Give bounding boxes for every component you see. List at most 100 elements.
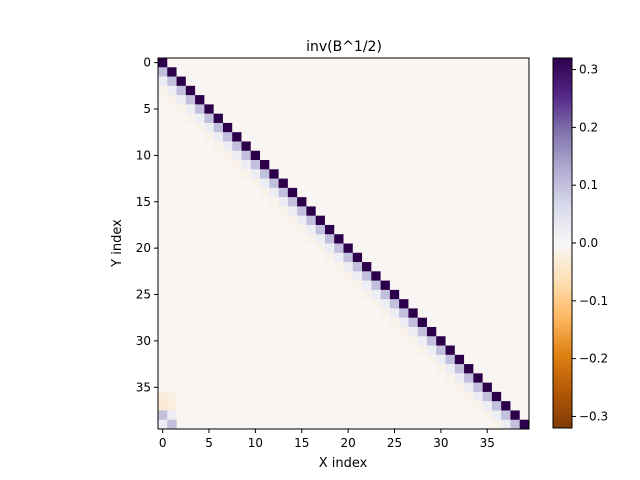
heatmap-cell — [222, 122, 233, 133]
heatmap-cell — [510, 67, 521, 77]
heatmap-cell — [380, 410, 391, 421]
heatmap-cell — [417, 299, 428, 309]
heatmap-cell — [167, 132, 177, 142]
heatmap-cell — [269, 85, 279, 96]
heatmap-cell — [399, 187, 409, 198]
heatmap-cell — [417, 280, 428, 291]
heatmap-cell — [260, 187, 270, 198]
heatmap-cell — [278, 289, 289, 300]
heatmap-cell — [334, 289, 344, 300]
heatmap-cell — [371, 58, 381, 68]
heatmap-cell — [417, 169, 428, 179]
heatmap-cell — [491, 373, 502, 384]
heatmap-cell — [232, 160, 242, 170]
heatmap-cell — [491, 401, 502, 411]
heatmap-cell — [297, 178, 307, 189]
heatmap-cell — [334, 85, 344, 96]
heatmap-cell — [408, 95, 419, 105]
heatmap-cell — [287, 326, 298, 337]
heatmap-cell — [445, 58, 456, 68]
heatmap-cell — [519, 187, 530, 198]
heatmap-cell — [222, 187, 233, 198]
heatmap-cell — [241, 401, 252, 411]
heatmap-cell — [482, 197, 493, 207]
heatmap-cell — [167, 169, 177, 179]
heatmap-cell — [464, 104, 474, 115]
heatmap-cell — [306, 122, 317, 133]
heatmap-cell — [278, 336, 289, 346]
heatmap-cell — [213, 169, 224, 179]
heatmap-cell — [408, 262, 419, 272]
heatmap-cell — [232, 345, 242, 356]
heatmap-cell — [426, 206, 437, 217]
heatmap-cell — [213, 150, 224, 161]
heatmap-cell — [315, 299, 326, 309]
heatmap-cell — [269, 150, 279, 161]
heatmap-cell — [195, 76, 205, 87]
heatmap-cell — [426, 113, 437, 124]
heatmap-cell — [473, 67, 484, 77]
heatmap-cell — [501, 401, 511, 411]
heatmap-cell — [352, 299, 363, 309]
heatmap-cell — [287, 243, 298, 254]
heatmap-cell — [371, 262, 381, 272]
heatmap-cell — [260, 373, 270, 384]
heatmap-cell — [176, 132, 187, 142]
heatmap-cell — [334, 206, 344, 217]
heatmap-cell — [510, 150, 521, 161]
colorbar-tick-label: −0.1 — [579, 294, 608, 308]
heatmap-cell — [158, 345, 168, 356]
heatmap-cell — [362, 76, 372, 87]
heatmap-cell — [324, 160, 335, 170]
heatmap-cell — [241, 197, 252, 207]
heatmap-cell — [436, 215, 446, 226]
heatmap-cell — [241, 410, 252, 421]
heatmap-cell — [185, 178, 196, 189]
heatmap-cell — [241, 289, 252, 300]
heatmap-cell — [454, 95, 465, 105]
heatmap-cell — [362, 178, 372, 189]
heatmap-cell — [204, 336, 215, 346]
heatmap-cell — [315, 262, 326, 272]
heatmap-cell — [297, 280, 307, 291]
heatmap-cell — [213, 271, 224, 281]
y-tick-label: 10 — [136, 148, 151, 162]
heatmap-cell — [334, 401, 344, 411]
heatmap-cell — [491, 113, 502, 124]
heatmap-cell — [380, 67, 391, 77]
heatmap-cell — [482, 317, 493, 328]
heatmap-cell — [371, 354, 381, 365]
heatmap-cell — [250, 178, 261, 189]
heatmap-cell — [315, 67, 326, 77]
heatmap-cell — [232, 141, 242, 152]
heatmap-cell — [510, 280, 521, 291]
heatmap-cell — [213, 391, 224, 402]
heatmap-cell — [399, 95, 409, 105]
heatmap-cell — [343, 271, 354, 281]
heatmap-cell — [306, 299, 317, 309]
heatmap-cell — [241, 326, 252, 337]
heatmap-cell — [380, 354, 391, 365]
heatmap-cell — [167, 76, 177, 87]
heatmap-cell — [176, 345, 187, 356]
x-tick-label: 30 — [433, 436, 448, 450]
heatmap-cell — [399, 141, 409, 152]
heatmap-cell — [222, 280, 233, 291]
heatmap-cell — [232, 178, 242, 189]
heatmap-cell — [362, 262, 372, 272]
heatmap-cell — [306, 197, 317, 207]
heatmap-cell — [510, 234, 521, 244]
heatmap-cell — [241, 67, 252, 77]
heatmap-cell — [352, 364, 363, 374]
heatmap-cell — [371, 95, 381, 105]
heatmap-cell — [454, 401, 465, 411]
heatmap-cell — [176, 382, 187, 393]
heatmap-cell — [176, 391, 187, 402]
heatmap-cell — [519, 326, 530, 337]
heatmap-cell — [222, 95, 233, 105]
heatmap-cell — [445, 317, 456, 328]
heatmap-cell — [389, 206, 400, 217]
chart-title: inv(B^1/2) — [306, 39, 382, 55]
heatmap-cell — [324, 141, 335, 152]
heatmap-cell — [315, 391, 326, 402]
